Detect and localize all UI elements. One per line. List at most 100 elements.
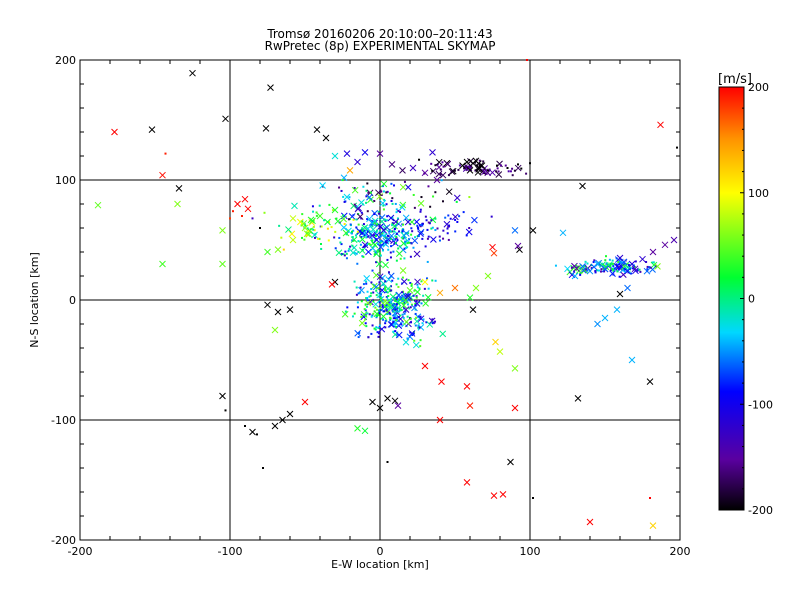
data-point-dot xyxy=(389,301,392,304)
data-point-dot xyxy=(597,269,600,272)
data-point-dot xyxy=(421,237,424,240)
data-point-dot xyxy=(611,268,614,271)
data-point-dot xyxy=(374,328,377,331)
data-point-dot xyxy=(389,237,392,240)
data-point-x xyxy=(511,365,519,372)
data-point-x xyxy=(398,204,406,211)
data-point-dot xyxy=(430,162,433,165)
data-point-dot xyxy=(370,237,373,240)
data-point-dot xyxy=(385,296,388,299)
data-point-dot xyxy=(363,245,366,248)
data-point-x xyxy=(288,230,296,238)
data-point-dot xyxy=(318,237,321,240)
data-point-dot xyxy=(356,230,359,233)
data-point-dot xyxy=(385,191,388,194)
data-point-x xyxy=(373,310,381,318)
data-point-dot xyxy=(229,217,231,220)
data-point-x xyxy=(631,265,639,273)
data-point-x xyxy=(459,162,466,169)
data-point-dot xyxy=(396,299,399,302)
data-point-dot xyxy=(377,327,380,330)
data-point-dot xyxy=(351,315,354,318)
data-point-dot xyxy=(342,253,345,256)
data-point-x xyxy=(413,317,421,325)
data-point-x xyxy=(428,317,436,325)
data-point-dot xyxy=(419,315,422,318)
data-point-dot xyxy=(676,146,678,149)
data-point-dot xyxy=(415,299,418,302)
y-tick-label: 100 xyxy=(55,174,76,187)
data-point-dot xyxy=(370,315,373,318)
data-point-dot xyxy=(407,232,410,235)
data-point-dot xyxy=(394,308,397,311)
data-point-dot xyxy=(412,294,415,297)
data-point-dot xyxy=(350,232,353,235)
data-point-x xyxy=(490,492,498,499)
data-point-dot xyxy=(400,231,403,234)
data-point-dot xyxy=(344,310,347,313)
data-point-dot xyxy=(426,277,429,280)
data-point-x xyxy=(335,249,343,257)
data-point-x xyxy=(301,398,309,406)
data-point-dot xyxy=(378,332,381,335)
data-point-x xyxy=(380,226,388,234)
data-point-x xyxy=(402,214,410,222)
data-point-dot xyxy=(655,264,658,267)
x-axis-label: E-W location [km] xyxy=(331,558,429,571)
data-point-dot xyxy=(384,219,387,222)
data-point-dot xyxy=(458,164,461,167)
data-point-dot xyxy=(409,281,412,284)
data-point-dot xyxy=(609,269,612,272)
data-point-x xyxy=(436,289,444,297)
data-point-dot xyxy=(347,249,350,252)
data-point-dot xyxy=(395,297,398,300)
data-point-x xyxy=(628,356,636,364)
data-point-dot xyxy=(626,262,629,265)
data-point-dot xyxy=(470,165,473,168)
data-point-dot xyxy=(282,248,285,251)
data-point-dot xyxy=(301,213,304,216)
data-point-dot xyxy=(343,200,346,203)
data-point-dot xyxy=(406,315,409,318)
data-point-x xyxy=(309,217,316,225)
data-point-dot xyxy=(434,279,437,282)
data-point-x xyxy=(424,293,432,301)
data-point-dot xyxy=(399,210,402,213)
data-point-dot xyxy=(312,225,315,228)
data-point-dot xyxy=(402,302,405,305)
data-point-dot xyxy=(391,222,394,225)
data-point-x xyxy=(361,149,369,156)
data-point-dot xyxy=(487,169,489,172)
data-point-dot xyxy=(609,262,612,265)
data-point-dot xyxy=(377,335,380,338)
data-point-x xyxy=(400,278,408,285)
data-point-dot xyxy=(362,223,365,226)
data-point-dot xyxy=(593,259,596,262)
data-point-dot xyxy=(419,345,422,348)
data-point-x xyxy=(616,290,624,298)
data-point-dot xyxy=(327,239,330,242)
data-point-dot xyxy=(409,317,412,320)
data-point-x xyxy=(267,84,274,91)
data-point-x xyxy=(624,267,631,275)
data-point-dot xyxy=(416,283,419,286)
data-point-dot xyxy=(304,224,307,227)
data-point-dot xyxy=(439,173,442,176)
data-point-dot xyxy=(388,311,391,314)
data-point-x xyxy=(349,249,357,257)
data-point-dot xyxy=(392,317,395,320)
data-point-x xyxy=(370,282,378,290)
data-point-dot xyxy=(423,287,426,290)
data-point-x xyxy=(274,246,282,253)
data-point-dot xyxy=(586,262,589,265)
data-point-dot xyxy=(403,247,406,250)
data-point-dot xyxy=(415,295,418,298)
data-point-x xyxy=(377,243,384,251)
data-point-x xyxy=(399,167,406,174)
data-point-dot xyxy=(419,339,422,342)
data-point-dot xyxy=(428,222,431,225)
data-point-x xyxy=(376,150,384,157)
data-point-x xyxy=(289,236,297,244)
data-point-x xyxy=(324,218,331,226)
scatter-points xyxy=(94,59,678,529)
